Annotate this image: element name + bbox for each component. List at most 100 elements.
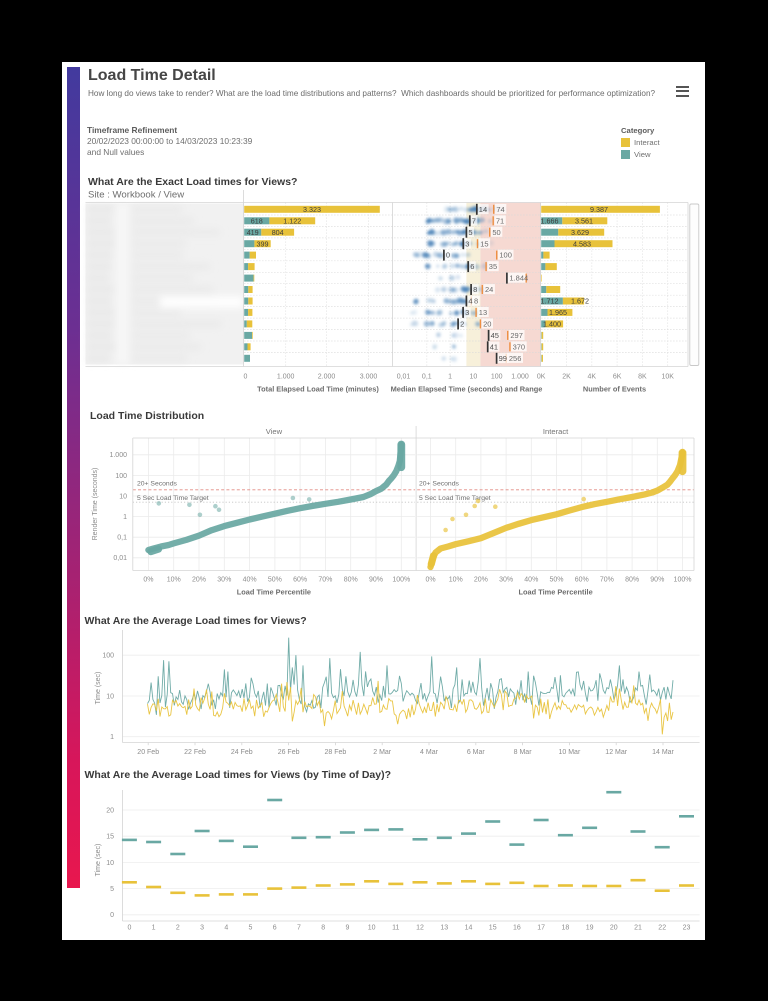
svg-text:17: 17 <box>537 924 545 931</box>
svg-text:0%: 0% <box>425 577 435 584</box>
svg-text:20%: 20% <box>192 577 206 584</box>
svg-text:28 Feb: 28 Feb <box>325 749 347 756</box>
svg-text:2 Mar: 2 Mar <box>373 749 392 756</box>
svg-text:100: 100 <box>491 374 503 381</box>
svg-text:3.561: 3.561 <box>575 216 593 225</box>
svg-text:10: 10 <box>368 924 376 931</box>
svg-text:0,1: 0,1 <box>422 374 432 381</box>
svg-text:20: 20 <box>610 924 618 931</box>
svg-text:26 Feb: 26 Feb <box>278 749 300 756</box>
svg-text:90%: 90% <box>650 577 664 584</box>
svg-text:15: 15 <box>106 834 114 841</box>
svg-text:100: 100 <box>102 653 114 660</box>
svg-text:15: 15 <box>480 239 488 248</box>
svg-text:419: 419 <box>247 228 259 237</box>
svg-text:Number of Events: Number of Events <box>583 385 646 394</box>
svg-text:60%: 60% <box>575 577 589 584</box>
svg-text:100%: 100% <box>674 577 692 584</box>
svg-text:2.000: 2.000 <box>318 374 336 381</box>
svg-text:5: 5 <box>110 886 114 893</box>
svg-text:100: 100 <box>499 251 512 260</box>
svg-text:6: 6 <box>470 262 474 271</box>
svg-text:8 Mar: 8 Mar <box>514 749 533 756</box>
svg-text:80%: 80% <box>625 577 639 584</box>
svg-text:0: 0 <box>446 251 450 260</box>
svg-text:15: 15 <box>489 924 497 931</box>
svg-text:View: View <box>266 427 283 436</box>
svg-text:70%: 70% <box>318 577 332 584</box>
svg-text:13: 13 <box>440 924 448 931</box>
svg-text:14: 14 <box>465 924 473 931</box>
svg-text:7: 7 <box>472 216 476 225</box>
svg-text:10 Mar: 10 Mar <box>559 749 581 756</box>
svg-text:4: 4 <box>224 924 228 931</box>
svg-text:8: 8 <box>474 297 478 306</box>
svg-text:3: 3 <box>465 308 469 317</box>
svg-text:90%: 90% <box>369 577 383 584</box>
svg-text:1: 1 <box>123 514 127 521</box>
svg-text:50%: 50% <box>549 577 563 584</box>
svg-text:10%: 10% <box>167 577 181 584</box>
svg-text:19: 19 <box>586 924 594 931</box>
svg-text:14: 14 <box>479 205 487 214</box>
svg-text:1: 1 <box>448 374 452 381</box>
svg-text:1.844: 1.844 <box>509 274 528 283</box>
svg-text:0%: 0% <box>143 577 153 584</box>
svg-text:1: 1 <box>110 734 114 741</box>
svg-text:12 Mar: 12 Mar <box>605 749 627 756</box>
svg-text:Median Elapsed Time (seconds): Median Elapsed Time (seconds) and Range <box>391 385 543 394</box>
svg-text:7: 7 <box>297 924 301 931</box>
svg-text:9: 9 <box>345 924 349 931</box>
svg-text:0,01: 0,01 <box>397 374 411 381</box>
svg-text:618: 618 <box>251 216 263 225</box>
svg-text:14 Mar: 14 Mar <box>652 749 674 756</box>
svg-text:4.583: 4.583 <box>573 239 591 248</box>
svg-text:297: 297 <box>510 331 523 340</box>
svg-text:74: 74 <box>496 205 504 214</box>
svg-text:4 Mar: 4 Mar <box>420 749 439 756</box>
svg-text:1.000: 1.000 <box>277 374 295 381</box>
svg-text:30%: 30% <box>217 577 231 584</box>
svg-text:50%: 50% <box>268 577 282 584</box>
svg-text:5: 5 <box>468 228 472 237</box>
svg-text:2K: 2K <box>562 374 571 381</box>
svg-text:1.666: 1.666 <box>541 216 559 225</box>
svg-text:22: 22 <box>658 924 666 931</box>
svg-text:50: 50 <box>492 228 500 237</box>
svg-text:0: 0 <box>110 912 114 919</box>
svg-text:Site : Workbook / View: Site : Workbook / View <box>88 190 184 201</box>
svg-text:3: 3 <box>200 924 204 931</box>
svg-text:24 Feb: 24 Feb <box>231 749 253 756</box>
svg-text:100: 100 <box>115 473 127 480</box>
svg-text:70%: 70% <box>600 577 614 584</box>
svg-text:35: 35 <box>489 262 497 271</box>
svg-text:20+ Seconds: 20+ Seconds <box>419 481 459 488</box>
svg-text:1: 1 <box>152 924 156 931</box>
svg-text:23: 23 <box>683 924 691 931</box>
svg-text:12: 12 <box>416 924 424 931</box>
svg-text:2: 2 <box>460 320 464 329</box>
svg-text:8: 8 <box>321 924 325 931</box>
svg-text:40%: 40% <box>243 577 257 584</box>
svg-text:13: 13 <box>479 308 487 317</box>
svg-text:2: 2 <box>176 924 180 931</box>
svg-text:Interact: Interact <box>543 427 569 436</box>
svg-text:99: 99 <box>499 354 507 363</box>
svg-text:0: 0 <box>127 924 131 931</box>
svg-text:11: 11 <box>392 924 399 931</box>
svg-text:40%: 40% <box>524 577 538 584</box>
svg-text:20%: 20% <box>474 577 488 584</box>
svg-text:10%: 10% <box>449 577 463 584</box>
svg-text:20 Feb: 20 Feb <box>137 749 159 756</box>
svg-text:1.000: 1.000 <box>109 452 127 459</box>
svg-text:60%: 60% <box>293 577 307 584</box>
svg-text:804: 804 <box>272 228 284 237</box>
svg-text:0,01: 0,01 <box>113 555 127 562</box>
svg-text:399: 399 <box>257 239 269 248</box>
svg-text:4K: 4K <box>588 374 597 381</box>
svg-text:21: 21 <box>634 924 642 931</box>
svg-text:30%: 30% <box>499 577 513 584</box>
svg-text:256: 256 <box>509 354 522 363</box>
svg-text:10: 10 <box>106 693 114 700</box>
svg-text:Render Time (seconds): Render Time (seconds) <box>92 468 99 541</box>
